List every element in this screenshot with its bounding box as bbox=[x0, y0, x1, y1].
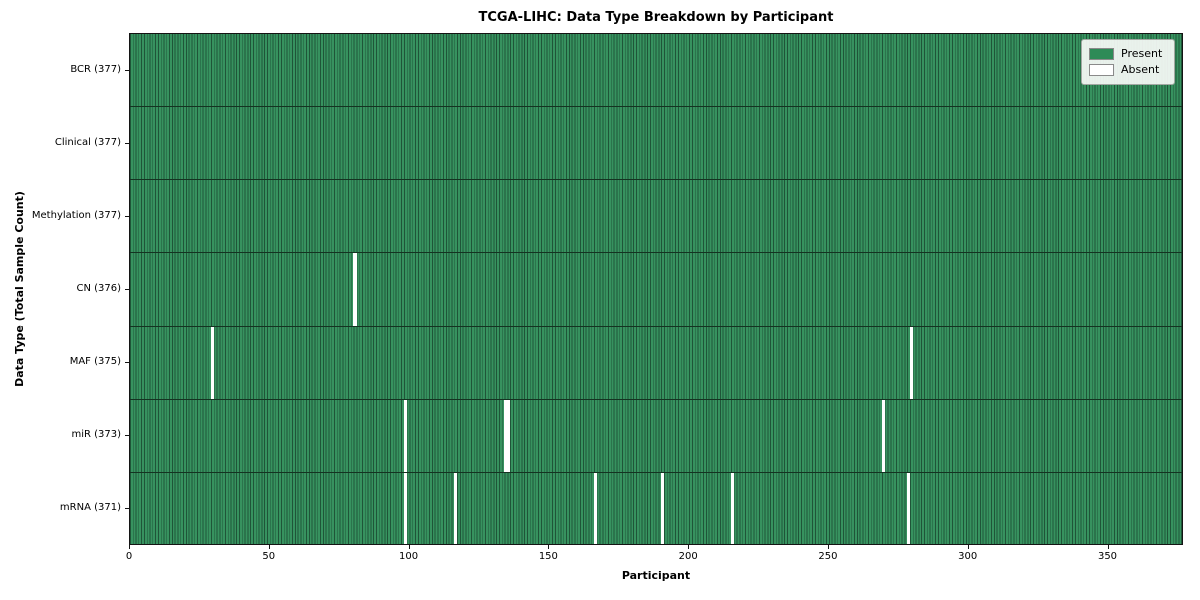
x-tick-mark bbox=[688, 545, 690, 549]
y-tick-label: CN (376) bbox=[76, 283, 121, 294]
x-tick-mark bbox=[827, 545, 829, 549]
absent-cell bbox=[593, 472, 598, 544]
absent-cell bbox=[210, 326, 215, 399]
x-tick-label: 0 bbox=[125, 551, 133, 562]
absent-cell bbox=[881, 399, 886, 472]
heatmap-row-BCR bbox=[130, 34, 1182, 108]
absent-cell bbox=[353, 253, 357, 326]
legend-entry-absent: Absent bbox=[1089, 63, 1167, 77]
x-tick-mark bbox=[408, 545, 410, 549]
absent-cell bbox=[909, 326, 913, 399]
legend-swatch-present bbox=[1089, 48, 1114, 60]
y-tick-mark bbox=[125, 435, 129, 437]
x-tick-mark bbox=[548, 545, 550, 549]
x-tick-mark bbox=[1107, 545, 1109, 549]
absent-cell bbox=[403, 399, 407, 472]
absent-cell bbox=[660, 472, 665, 544]
y-tick-label: Clinical (377) bbox=[54, 136, 121, 148]
x-tick-label: 50 bbox=[262, 551, 276, 562]
absent-cell bbox=[454, 472, 458, 544]
legend-swatch-absent bbox=[1089, 64, 1114, 76]
x-tick-label: 300 bbox=[958, 551, 978, 562]
heatmap-row-Clinical bbox=[130, 107, 1182, 181]
y-tick-label: BCR (377) bbox=[70, 63, 121, 75]
y-tick-label: miR (373) bbox=[71, 429, 121, 441]
y-tick-mark bbox=[125, 69, 129, 71]
plot-area bbox=[129, 33, 1183, 545]
absent-cell bbox=[730, 472, 735, 544]
y-tick-label: mRNA (371) bbox=[59, 502, 121, 514]
heatmap-row-CN bbox=[130, 253, 1182, 327]
heatmap-row-mRNA bbox=[130, 472, 1182, 544]
x-tick-label: 250 bbox=[818, 551, 838, 562]
legend-label: Present bbox=[1121, 47, 1163, 60]
heatmap-row-Methylation bbox=[130, 180, 1182, 254]
heatmap-row-miR bbox=[130, 399, 1182, 473]
absent-cell bbox=[507, 399, 511, 472]
x-tick-label: 150 bbox=[538, 551, 558, 562]
y-tick-mark bbox=[125, 215, 129, 217]
x-tick-label: 350 bbox=[1097, 551, 1118, 562]
y-tick-mark bbox=[125, 362, 129, 364]
x-tick-mark bbox=[129, 545, 130, 549]
y-tick-mark bbox=[125, 508, 129, 510]
y-tick-mark bbox=[125, 142, 129, 144]
heatmap-row-MAF bbox=[130, 326, 1182, 400]
absent-cell bbox=[907, 472, 911, 544]
y-tick-label: MAF (375) bbox=[69, 356, 121, 368]
x-tick-label: 200 bbox=[678, 551, 698, 562]
chart-title: TCGA-LIHC: Data Type Breakdown by Partic… bbox=[478, 10, 834, 25]
legend-label: Absent bbox=[1121, 63, 1160, 76]
y-tick-label: Methylation (377) bbox=[31, 209, 121, 221]
legend-entry-present: Present bbox=[1089, 47, 1167, 61]
y-tick-mark bbox=[125, 289, 129, 290]
x-tick-label: 100 bbox=[399, 551, 419, 562]
legend: Present Absent bbox=[1081, 39, 1175, 85]
x-axis-label: Participant bbox=[621, 569, 691, 582]
absent-cell bbox=[403, 472, 407, 544]
x-tick-mark bbox=[268, 545, 270, 549]
absent-cell bbox=[504, 399, 508, 472]
x-tick-mark bbox=[967, 545, 969, 549]
